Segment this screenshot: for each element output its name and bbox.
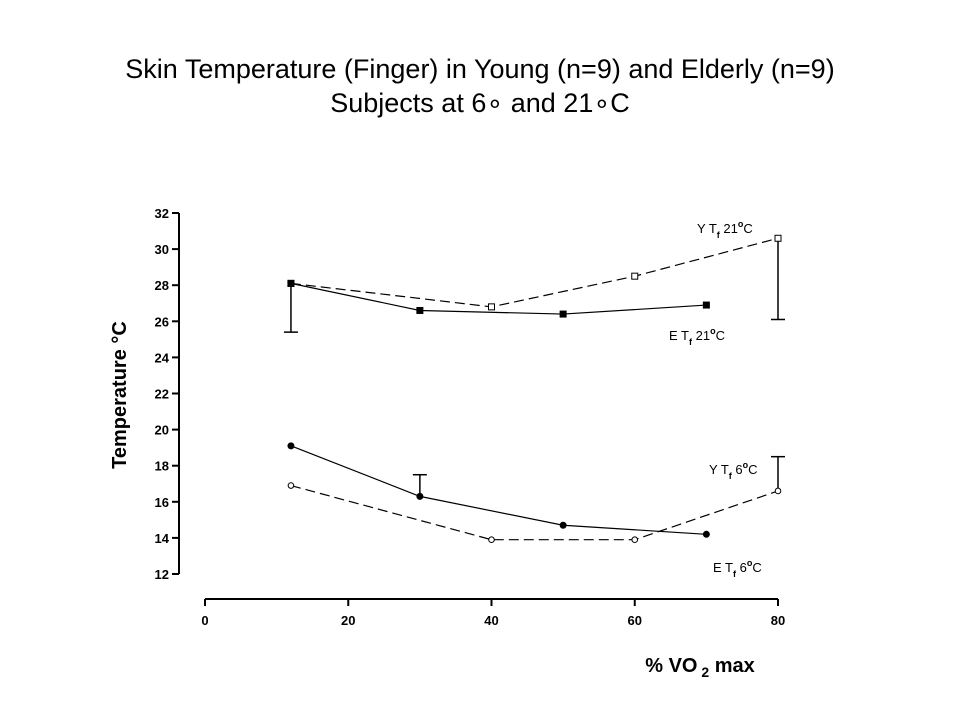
series-3-point-0	[287, 482, 295, 489]
series-3-label-tail: 6	[736, 560, 747, 575]
y-tick-label-2: 16	[155, 495, 169, 510]
series-1-label-deg: o	[710, 326, 716, 336]
series-2-label-deg: o	[743, 460, 749, 470]
chart-title-line-1: Skin Temperature (Finger) in Young (n=9)…	[125, 54, 835, 84]
y-tick-label-7: 26	[155, 314, 169, 329]
y-tick-label-3: 18	[155, 459, 169, 474]
y-tick-label-6: 24	[155, 350, 170, 365]
series-2-label-sub: f	[729, 471, 733, 481]
x-tick-label-3: 60	[628, 613, 642, 628]
x-tick-label-4: 80	[771, 613, 785, 628]
x-tick-label-1: 20	[341, 613, 355, 628]
y-tick-label-0: 12	[155, 567, 169, 582]
series-0-label-unit: C	[743, 221, 752, 236]
chart-title: Skin Temperature (Finger) in Young (n=9)…	[0, 52, 960, 120]
series-0-point-2	[631, 272, 639, 280]
series-3-point-2	[631, 536, 639, 544]
series-1-point-2	[559, 310, 567, 318]
series-2-point-2	[559, 521, 567, 529]
series-1-label-sub: f	[689, 337, 693, 347]
series-1-label-unit: C	[716, 328, 725, 343]
series-1-point-3	[702, 301, 710, 309]
series-2-label-main: Y T	[709, 462, 729, 477]
chart-title-line-2: Subjects at 6∘ and 21∘C	[330, 88, 630, 118]
series-2-label-unit: C	[748, 462, 757, 477]
series-2-line	[290, 445, 707, 535]
series-0-point-3	[774, 234, 782, 242]
series-1-point-0	[287, 279, 295, 287]
series-1-point-1	[416, 306, 424, 314]
series-1-label: E Tf 21oC	[669, 326, 725, 347]
x-axis-label-part-1: VO	[663, 655, 697, 677]
series-3	[287, 455, 785, 544]
x-tick-label-0: 0	[201, 613, 208, 628]
series-3-line	[290, 484, 779, 541]
series-0-label-main: Y T	[697, 221, 717, 236]
series-2-point-1	[416, 492, 424, 500]
series-3-label-deg: o	[747, 558, 753, 568]
series-0-label-sub: f	[717, 230, 721, 240]
series-3-point-3	[774, 487, 782, 495]
y-tick-label-9: 30	[155, 242, 169, 257]
series-2-point-0	[287, 442, 295, 450]
series-3-point-1	[488, 536, 495, 544]
series-0-label: Y Tf 21oC	[697, 219, 753, 240]
series-0-point-1	[488, 303, 495, 311]
series-0-label-tail: 21	[720, 221, 738, 236]
series-2-point-3	[702, 530, 710, 538]
x-axis-label-part-3: max	[709, 655, 755, 677]
series-3-label: E Tf 6oC	[713, 558, 762, 579]
series-3-label-main: E T	[713, 560, 733, 575]
x-axis-label: % VO 2 max	[645, 655, 755, 680]
series-2	[287, 442, 710, 538]
y-tick-label-10: 32	[155, 206, 169, 221]
series-3-label-sub: f	[733, 569, 737, 579]
y-tick-label-8: 28	[155, 278, 169, 293]
series-1-label-main: E T	[669, 328, 689, 343]
series-3-label-unit: C	[752, 560, 761, 575]
y-tick-label-4: 20	[155, 423, 169, 438]
series-1-label-tail: 21	[692, 328, 710, 343]
chart-series-layer	[283, 234, 785, 544]
series-0	[287, 234, 785, 321]
series-0-line	[290, 237, 779, 308]
series-2-label: Y Tf 6oC	[709, 460, 758, 481]
y-tick-label-5: 22	[155, 387, 169, 402]
x-tick-label-2: 40	[484, 613, 498, 628]
series-1	[283, 279, 710, 333]
series-2-label-tail: 6	[732, 462, 743, 477]
series-0-label-deg: o	[738, 219, 744, 229]
series-1-line	[290, 282, 707, 315]
y-axis-label: Temperature °C	[109, 321, 131, 469]
x-axis-label-part-2: 2	[697, 664, 709, 680]
x-axis-label-part-0: %	[645, 655, 663, 677]
y-tick-label-1: 14	[155, 531, 170, 546]
